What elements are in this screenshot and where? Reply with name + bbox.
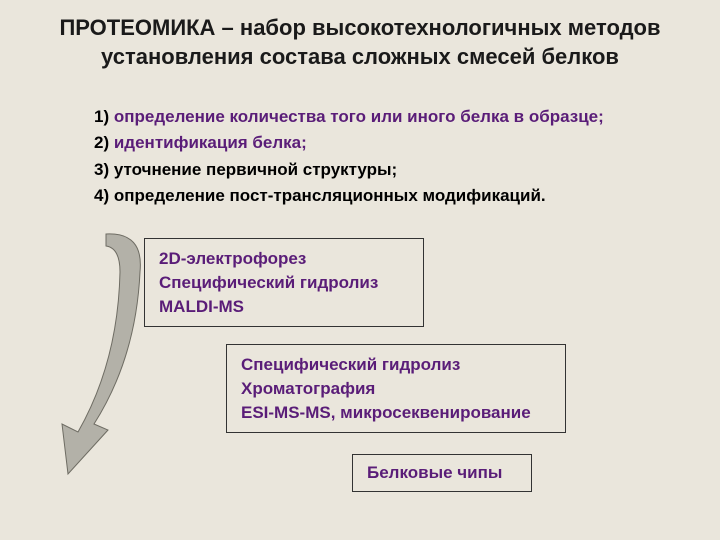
curved-arrow-icon	[48, 228, 148, 488]
list-number: 2)	[94, 133, 109, 152]
list-number: 3)	[94, 160, 109, 179]
box-line: Специфический гидролиз	[159, 271, 409, 295]
list-item: 4) определение пост-трансляционных модиф…	[94, 183, 604, 209]
page-title: ПРОТЕОМИКА – набор высокотехнологичных м…	[0, 14, 720, 71]
list-item: 1) определение количества того или иного…	[94, 104, 604, 130]
box-line: MALDI-MS	[159, 295, 409, 319]
method-box-2: Специфический гидролиз Хроматография ESI…	[226, 344, 566, 433]
method-box-3: Белковые чипы	[352, 454, 532, 492]
title-line-2: установления состава сложных смесей белк…	[101, 44, 619, 69]
list-text: идентификация белка;	[109, 133, 307, 152]
list-item: 2) идентификация белка;	[94, 130, 604, 156]
list-item: 3) уточнение первичной структуры;	[94, 157, 604, 183]
task-list: 1) определение количества того или иного…	[94, 104, 604, 209]
list-number: 1)	[94, 107, 109, 126]
box-line: Специфический гидролиз	[241, 353, 551, 377]
list-text: определение количества того или иного бе…	[109, 107, 604, 126]
slide: ПРОТЕОМИКА – набор высокотехнологичных м…	[0, 0, 720, 540]
title-line-1: ПРОТЕОМИКА – набор высокотехнологичных м…	[59, 15, 660, 40]
box-line: Хроматография	[241, 377, 551, 401]
box-line: 2D-электрофорез	[159, 247, 409, 271]
list-text: уточнение первичной структуры;	[109, 160, 397, 179]
method-box-1: 2D-электрофорез Специфический гидролиз M…	[144, 238, 424, 327]
list-text: определение пост-трансляционных модифика…	[109, 186, 546, 205]
box-line: ESI-MS-MS, микросеквенирование	[241, 401, 551, 425]
list-number: 4)	[94, 186, 109, 205]
box-line: Белковые чипы	[367, 461, 517, 485]
